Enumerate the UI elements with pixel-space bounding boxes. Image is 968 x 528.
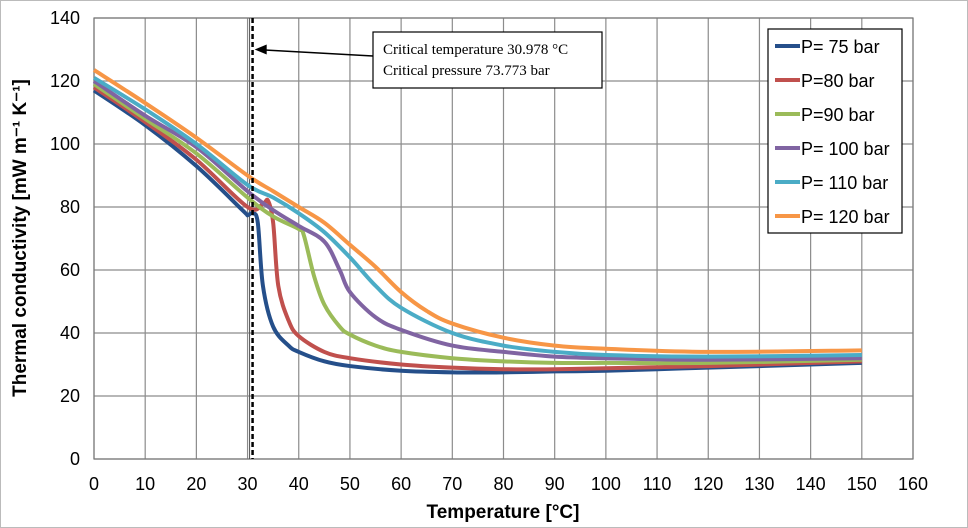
series-line [92,79,862,362]
legend-box [767,28,903,234]
series-line [92,68,862,354]
x-tick-label: 10 [135,474,155,494]
annotation-arrow [264,49,374,57]
x-tick-label: 120 [693,474,723,494]
x-tick-label: 90 [545,474,565,494]
x-tick-label: 0 [89,474,99,494]
x-tick-label: 150 [847,474,877,494]
x-tick-label: 50 [340,474,360,494]
y-tick-label: 140 [50,8,80,28]
annotation-line-1: Critical temperature 30.978 °C [383,42,568,58]
legend-label: P=90 bar [801,105,875,125]
y-tick-label: 120 [50,71,80,91]
legend-label: P=80 bar [801,71,875,91]
x-tick-label: 70 [442,474,462,494]
x-tick-label: 110 [643,474,672,494]
plot-area-border [93,17,914,460]
legend: P= 75 bar P=80 bar P=90 bar P= 100 bar P= 11… [767,28,903,234]
legend-label: P= 75 bar [801,37,880,57]
arrow-head [254,44,267,55]
y-tick-label: 100 [50,134,80,154]
y-axis-title: Thermal conductivity [mW m⁻¹ K⁻¹] [10,79,31,397]
y-tick-label: 80 [60,197,80,217]
y-tick-label: 20 [60,386,80,406]
x-tick-label: 20 [186,474,206,494]
legend-label: P= 120 bar [801,207,890,227]
legend-label: P= 110 bar [801,173,888,193]
x-tick-label: 80 [493,474,513,494]
x-tick-label: 40 [289,474,309,494]
x-axis-title: Temperature [°C] [427,502,580,523]
series-line [92,85,862,372]
x-tick-label: 130 [744,474,774,494]
x-tick-label: 140 [796,474,826,494]
annotation-box [372,31,603,89]
series-lines [92,68,862,375]
x-tick-label: 160 [898,474,928,494]
x-tick-label: 30 [238,474,258,494]
x-tick-label: 100 [591,474,621,494]
series-line [92,82,862,366]
tick-labels: 0 10 20 30 40 50 60 70 80 90 100 110 120 130 140 150 160… [50,8,928,494]
y-tick-label: 0 [70,449,80,469]
annotation-line-2: Critical pressure 73.773 bar [383,63,550,79]
y-tick-label: 40 [60,323,80,343]
annotation: Critical temperature 30.978 °C Critical … [254,31,603,89]
legend-label: P= 100 bar [801,139,890,159]
grid [93,17,914,460]
series-line [92,76,862,359]
x-tick-label: 60 [391,474,411,494]
y-tick-label: 60 [60,260,80,280]
